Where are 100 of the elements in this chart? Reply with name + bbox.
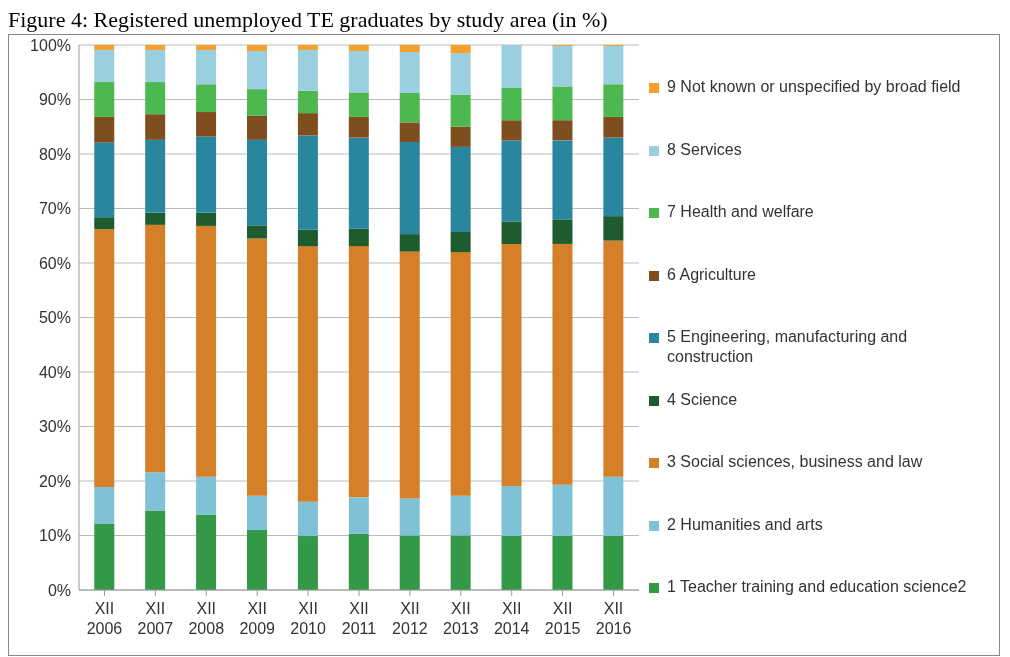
bar <box>603 84 624 117</box>
x-tick-label: XII 2010 <box>290 600 326 637</box>
bar <box>145 472 166 511</box>
x-tick-label: XII 2013 <box>443 600 479 637</box>
y-tick-label: 40% <box>38 363 71 381</box>
bar <box>552 243 573 485</box>
bar <box>94 142 115 218</box>
bar <box>247 89 267 116</box>
bar <box>450 126 471 147</box>
bar <box>196 476 217 515</box>
bar <box>501 45 522 88</box>
bar <box>399 234 420 252</box>
bar <box>145 45 166 50</box>
x-tick-label: XII 2012 <box>392 600 428 637</box>
bar <box>501 485 522 537</box>
bar <box>247 139 267 226</box>
legend-label: 4 Science <box>667 389 739 410</box>
bar <box>501 140 522 222</box>
y-tick-label: 80% <box>38 145 71 163</box>
y-tick-label: 100% <box>30 36 71 54</box>
bar <box>247 45 267 51</box>
bar <box>145 212 166 225</box>
bar <box>145 114 166 140</box>
bar <box>603 476 624 537</box>
bar <box>247 530 267 590</box>
bar <box>145 49 166 83</box>
x-tick-label: XII 2006 <box>86 600 123 637</box>
bar <box>297 113 318 136</box>
bar <box>94 49 115 83</box>
bar <box>196 514 217 590</box>
x-tick-label: XII 2007 <box>137 600 174 637</box>
bar <box>196 136 217 213</box>
y-tick-label: 30% <box>38 418 71 436</box>
y-tick-label: 0% <box>47 581 71 599</box>
bar <box>94 116 115 143</box>
bar <box>247 238 267 496</box>
bar <box>450 535 471 590</box>
bar <box>348 137 369 229</box>
bar <box>196 84 217 113</box>
bar <box>348 497 369 534</box>
bar <box>297 229 318 247</box>
bar <box>450 231 471 253</box>
bar <box>247 225 267 239</box>
legend-label: 3 Social sciences, business and law <box>667 452 924 472</box>
x-tick-label: XII 2014 <box>493 600 530 637</box>
bar <box>145 82 166 115</box>
bar <box>399 251 420 499</box>
bar <box>196 112 217 137</box>
bar <box>552 140 573 220</box>
bar <box>603 240 624 477</box>
legend-label: 1 Teacher training and education science2 <box>667 577 968 597</box>
bar <box>603 137 624 217</box>
bar <box>94 82 115 117</box>
bar <box>552 120 573 141</box>
bar <box>145 139 166 213</box>
bar <box>297 536 318 590</box>
bar <box>297 135 318 230</box>
bar <box>399 535 420 590</box>
bar <box>450 45 471 54</box>
bar <box>145 510 166 590</box>
bar <box>297 246 318 502</box>
bar <box>552 46 573 87</box>
bar <box>94 45 115 50</box>
x-tick-label: XII 2008 <box>188 600 225 637</box>
x-tick-label: XII 2009 <box>239 600 276 637</box>
bar <box>603 536 624 590</box>
legend-label: 2 Humanities and arts <box>667 514 824 535</box>
y-tick-label: 10% <box>38 527 71 545</box>
bar <box>94 523 115 590</box>
legend-label: 8 Services <box>667 139 743 160</box>
bar <box>348 246 369 498</box>
bar <box>603 216 624 241</box>
bar <box>501 221 522 244</box>
bar <box>348 92 369 117</box>
bar <box>297 90 318 114</box>
bar <box>399 45 420 53</box>
bar <box>603 46 624 85</box>
y-tick-label: 50% <box>38 309 71 327</box>
bar <box>399 142 420 235</box>
bar <box>247 115 267 140</box>
bar <box>297 49 318 91</box>
bar <box>552 219 573 244</box>
bar <box>348 116 369 138</box>
bar <box>450 252 471 496</box>
bar <box>450 53 471 95</box>
bar <box>399 498 420 536</box>
bar <box>94 487 115 524</box>
x-tick-label: XII 2015 <box>544 600 581 637</box>
bar <box>552 484 573 537</box>
bar <box>247 495 267 531</box>
bar <box>348 228 369 247</box>
bar <box>603 116 624 138</box>
bar <box>247 51 267 90</box>
bar <box>399 122 420 143</box>
bar <box>501 120 522 141</box>
legend-label: 5 Engineering, manufacturing and construction <box>667 327 909 367</box>
bar <box>450 94 471 127</box>
bar <box>399 92 420 123</box>
bar <box>450 146 471 232</box>
bar <box>297 45 318 50</box>
